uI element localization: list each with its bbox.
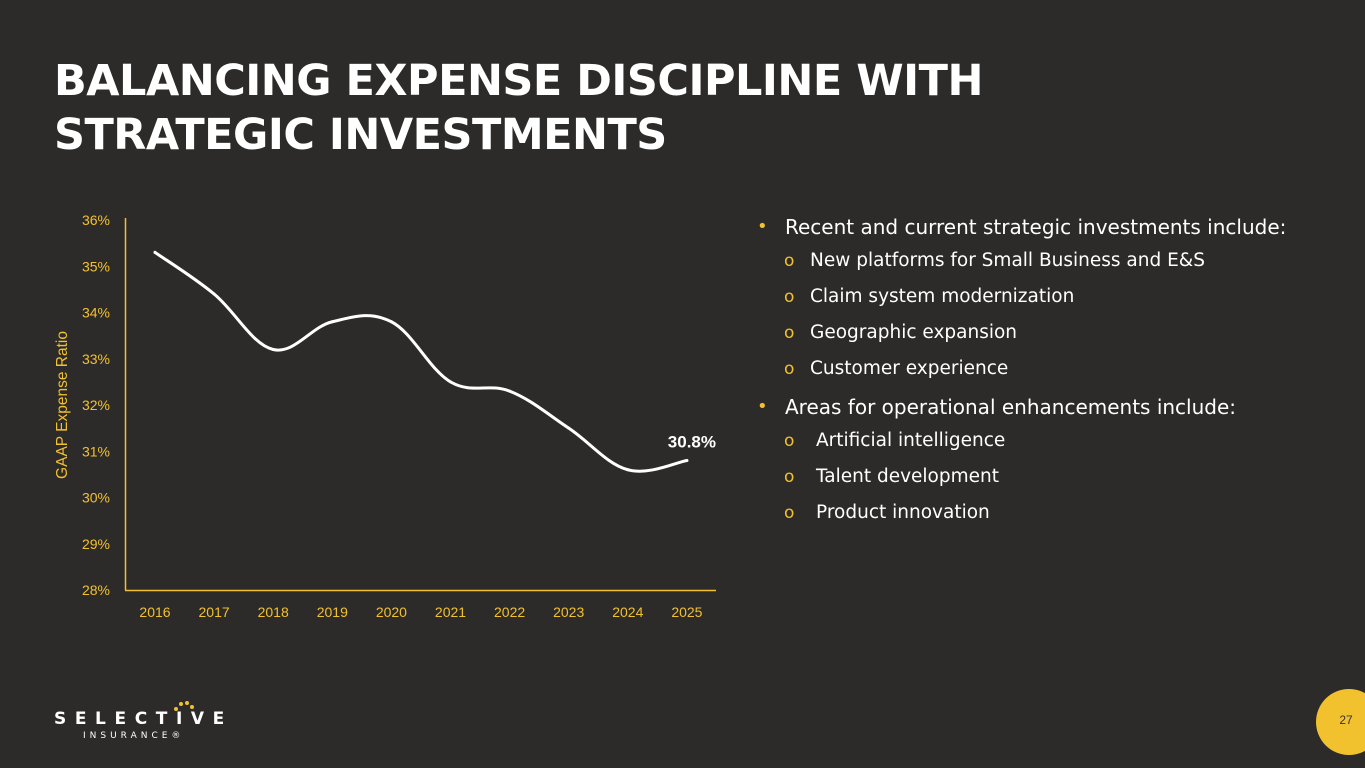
y-tick-labels: 28% 29% 30% 31% 32% 33% 34% 35% 36%	[82, 212, 110, 598]
sub-bullet-marker: o	[784, 467, 795, 487]
investment-bullet-list: • Recent and current strategic investment…	[757, 213, 1317, 537]
sub-bullet-item: o Artificial intelligence	[757, 429, 1317, 453]
data-label-2025: 30.8%	[668, 433, 716, 452]
expense-ratio-chart: 28% 29% 30% 31% 32% 33% 34% 35% 36% 2016 2017 2018…	[54, 212, 716, 620]
bullet-item: • Areas for operational enhancements inc…	[757, 393, 1317, 421]
x-tick-label: 2018	[258, 604, 289, 620]
sub-bullet-marker: o	[784, 251, 795, 271]
bullet-text: Claim system modernization	[810, 286, 1075, 307]
sub-bullet-item: o Claim system modernization	[757, 285, 1317, 309]
y-tick-label: 36%	[82, 212, 110, 228]
bullet-text: Recent and current strategic investments…	[785, 215, 1287, 239]
logo-subtext: INSURANCE®	[83, 731, 185, 741]
sub-bullet-item: o Geographic expansion	[757, 321, 1317, 345]
bullet-text: New platforms for Small Business and E&S	[810, 250, 1205, 271]
bullet-text: Artificial intelligence	[816, 430, 1006, 451]
y-tick-label: 30%	[82, 490, 110, 506]
sub-bullet-item: o New platforms for Small Business and E&…	[757, 249, 1317, 273]
sub-bullet-item: o Product innovation	[757, 501, 1317, 525]
bullet-text: Talent development	[816, 466, 999, 487]
data-point-2016	[153, 250, 157, 254]
y-axis-title: GAAP Expense Ratio	[54, 331, 71, 479]
sub-bullet-marker: o	[784, 503, 795, 523]
sub-bullet-item: o Customer experience	[757, 357, 1317, 381]
bullet-item: • Recent and current strategic investment…	[757, 213, 1317, 241]
data-point-2022	[508, 389, 512, 393]
y-tick-label: 32%	[82, 397, 110, 413]
x-tick-label: 2022	[494, 604, 525, 620]
bullet-text: Customer experience	[810, 358, 1009, 379]
data-points	[153, 250, 689, 472]
bullet-text: Areas for operational enhancements inclu…	[785, 395, 1237, 419]
slide-title-line-1: BALANCING EXPENSE DISCIPLINE WITH	[54, 56, 983, 106]
data-point-2019	[330, 320, 334, 324]
data-point-2023	[567, 426, 571, 430]
data-point-2025	[685, 459, 689, 462]
logo-wordmark: SELECTIVE	[54, 709, 233, 729]
data-point-2017	[212, 292, 216, 296]
selective-logo: SELECTIVE INSURANCE®	[54, 700, 224, 745]
bullet-marker: •	[757, 396, 768, 417]
x-tick-label: 2020	[376, 604, 407, 620]
x-tick-labels: 2016 2017 2018 2019 2020 2021 2022 2023 2024 2025	[139, 604, 702, 620]
page-number: 27	[1339, 713, 1353, 727]
data-point-2020	[389, 320, 393, 324]
slide-title: BALANCING EXPENSE DISCIPLINE WITH STRATE…	[54, 54, 1014, 162]
data-point-2024	[626, 468, 630, 472]
x-tick-label: 2024	[612, 604, 643, 620]
page-number-badge	[1316, 689, 1365, 755]
bullet-marker: •	[757, 216, 768, 237]
sub-bullet-marker: o	[784, 359, 795, 379]
y-tick-label: 28%	[82, 582, 110, 598]
bullet-text: Geographic expansion	[810, 322, 1018, 343]
data-point-2021	[449, 380, 452, 384]
sub-bullet-marker: o	[784, 323, 795, 343]
y-tick-label: 35%	[82, 258, 110, 274]
bullet-text: Product innovation	[816, 502, 990, 523]
x-tick-label: 2019	[317, 604, 348, 620]
x-tick-label: 2016	[139, 604, 170, 620]
logo-dots-icon	[174, 701, 194, 711]
y-tick-label: 34%	[82, 305, 110, 321]
slide-title-line-2: STRATEGIC INVESTMENTS	[54, 110, 667, 160]
y-tick-label: 33%	[82, 351, 110, 367]
sub-bullet-item: o Talent development	[757, 465, 1317, 489]
expense-ratio-line	[153, 250, 689, 473]
x-tick-label: 2017	[199, 604, 230, 620]
x-tick-label: 2025	[671, 604, 702, 620]
data-point-2018	[271, 348, 275, 351]
x-tick-label: 2023	[553, 604, 584, 620]
sub-bullet-marker: o	[784, 287, 795, 307]
y-tick-label: 29%	[82, 536, 110, 552]
x-tick-label: 2021	[435, 604, 466, 620]
sub-bullet-marker: o	[784, 431, 795, 451]
y-tick-label: 31%	[82, 443, 110, 459]
